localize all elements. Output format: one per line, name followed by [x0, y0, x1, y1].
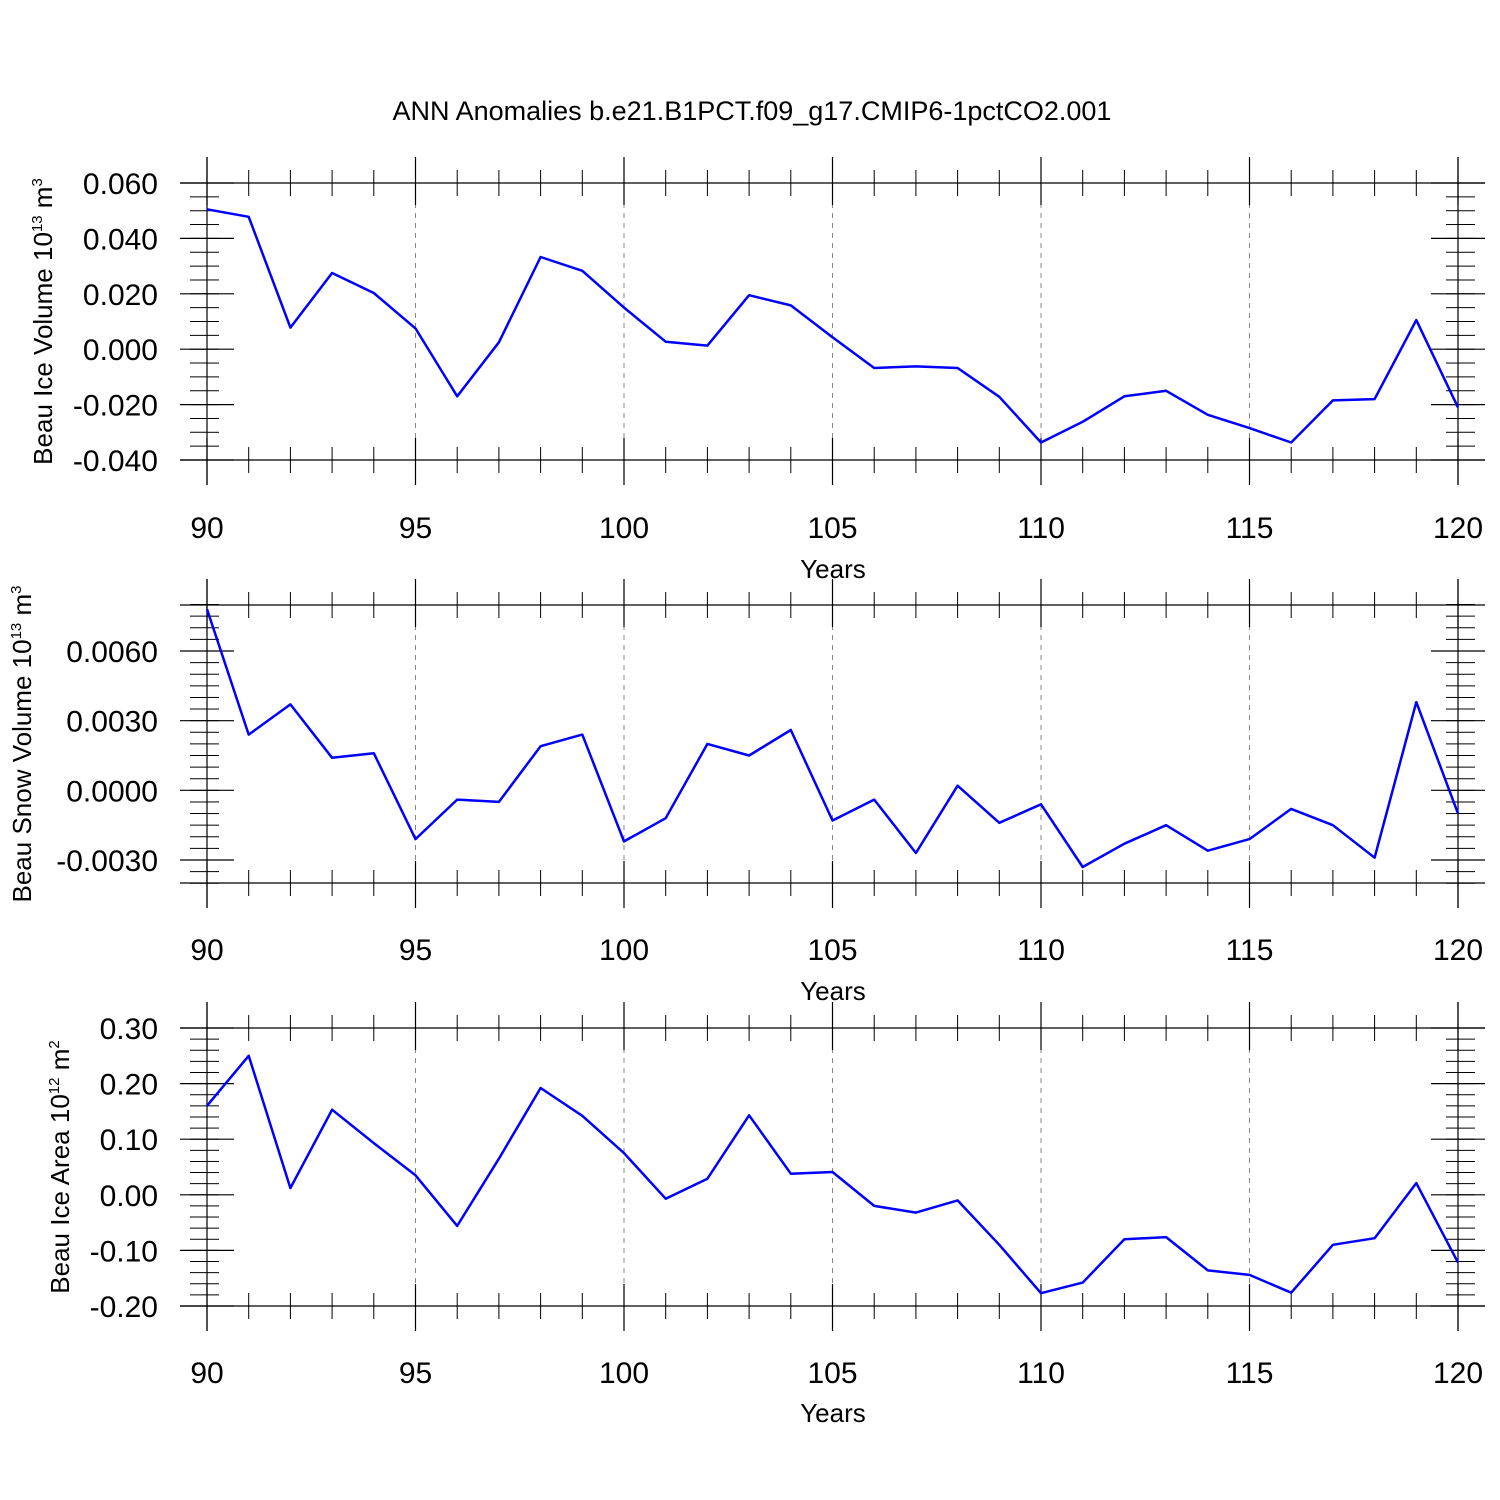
y-tick-label: -0.020	[73, 390, 158, 423]
x-tick-label: 100	[599, 1357, 649, 1390]
x-tick-label: 115	[1226, 512, 1274, 545]
x-tick-label: 115	[1226, 934, 1274, 967]
y-axis-label-text: Beau Ice Area 10	[45, 1094, 75, 1293]
y-axis-label-exponent: 13	[29, 215, 46, 232]
x-tick-label: 95	[399, 512, 432, 545]
y-axis-label-text: Beau Ice Volume 10	[28, 232, 58, 465]
x-tick-label: 90	[190, 512, 223, 545]
x-tick-label: 95	[399, 934, 432, 967]
y-axis-label: Beau Ice Area 1012 m2	[45, 1040, 75, 1293]
y-tick-label: -0.10	[90, 1235, 158, 1268]
y-tick-label: -0.040	[73, 445, 158, 478]
y-axis-label-unit: m	[28, 187, 58, 216]
panel-1: 90 95 100 105 110 115 120 0.060 0.040 0.020 0.000 -…	[28, 157, 1485, 584]
y-tick-label: 0.000	[83, 334, 158, 367]
y-tick-label: 0.30	[100, 1013, 158, 1046]
y-tick-label: 0.040	[83, 223, 158, 256]
y-tick-label: 0.0030	[66, 706, 158, 739]
y-axis-label: Beau Snow Volume 1013 m3	[7, 586, 37, 903]
x-tick-label: 120	[1433, 512, 1483, 545]
x-tick-label: 115	[1226, 1357, 1274, 1390]
y-axis-label: Beau Ice Volume 1013 m3	[28, 178, 58, 465]
y-axis-label-unit-exponent: 2	[46, 1040, 63, 1048]
y-tick-label: 0.020	[83, 279, 158, 312]
x-tick-label: 120	[1433, 934, 1483, 967]
x-tick-label: 95	[399, 1357, 432, 1390]
y-tick-label: 0.20	[100, 1069, 158, 1102]
y-tick-label: 0.0000	[66, 775, 158, 808]
x-tick-label: 105	[807, 512, 857, 545]
chart-title: ANN Anomalies b.e21.B1PCT.f09_g17.CMIP6-…	[393, 96, 1112, 126]
y-tick-label: 0.060	[83, 168, 158, 201]
x-tick-label: 100	[599, 934, 649, 967]
y-axis-label-exponent: 12	[46, 1078, 63, 1095]
x-tick-label: 105	[807, 1357, 857, 1390]
chart-panels: 90 95 100 105 110 115 120 0.060 0.040 0.020 0.000 -…	[7, 157, 1485, 1428]
y-axis-label-unit-exponent: 3	[29, 178, 46, 186]
x-axis-label: Years	[800, 976, 866, 1006]
x-tick-label: 100	[599, 512, 649, 545]
y-axis-label-unit: m	[7, 594, 37, 623]
y-axis-label-unit-exponent: 3	[8, 586, 25, 594]
x-axis-label: Years	[800, 1398, 866, 1428]
y-tick-label: 0.10	[100, 1124, 158, 1157]
panel-2: 90 95 100 105 110 115 120 0.0060 0.0030 0.0000 -0.…	[7, 579, 1485, 1006]
x-tick-label: 110	[1017, 1357, 1065, 1390]
y-tick-label: 0.0060	[66, 636, 158, 669]
x-tick-label: 110	[1017, 934, 1065, 967]
y-tick-label: -0.20	[90, 1291, 158, 1324]
y-tick-label: 0.00	[100, 1180, 158, 1213]
y-tick-label: -0.0030	[56, 845, 158, 878]
x-tick-label: 105	[807, 934, 857, 967]
panel-3: 90 95 100 105 110 115 120 0.30 0.20 0.10 0.00 -0.10…	[45, 1002, 1485, 1428]
x-tick-label: 90	[190, 1357, 223, 1390]
y-axis-label-text: Beau Snow Volume 10	[7, 639, 37, 902]
series-line	[206, 208, 1460, 444]
y-axis-label-exponent: 13	[8, 623, 25, 640]
x-tick-label: 110	[1017, 512, 1065, 545]
y-axis-label-unit: m	[45, 1049, 75, 1078]
x-tick-label: 90	[190, 934, 223, 967]
x-tick-label: 120	[1433, 1357, 1483, 1390]
